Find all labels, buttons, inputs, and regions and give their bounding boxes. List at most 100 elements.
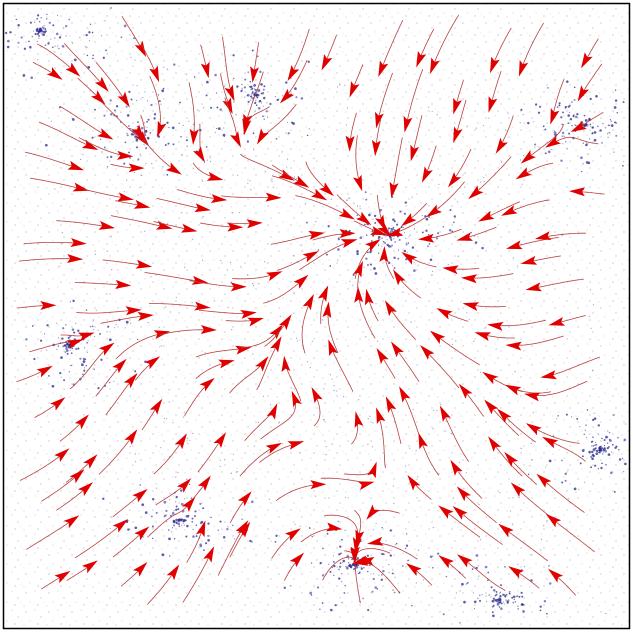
particle (252, 50, 254, 52)
particle (240, 266, 241, 267)
particle (224, 136, 225, 137)
particle (533, 121, 534, 122)
particle (574, 86, 576, 88)
particle (562, 136, 563, 137)
particle (396, 224, 398, 226)
particle (74, 59, 77, 62)
particle (158, 94, 159, 95)
particle (214, 300, 215, 301)
particle (585, 119, 586, 120)
particle (582, 455, 584, 457)
particle (68, 350, 69, 351)
particle (293, 255, 294, 256)
particle (453, 222, 455, 224)
particle (505, 599, 506, 600)
particle (294, 292, 295, 293)
particle (368, 418, 369, 419)
particle (337, 86, 338, 87)
particle (50, 39, 51, 40)
particle (347, 107, 348, 108)
particle (406, 242, 407, 243)
particle (357, 564, 359, 566)
particle (252, 91, 253, 92)
particle (146, 130, 147, 131)
particle (503, 601, 504, 602)
particle (587, 409, 589, 411)
particle (110, 528, 111, 529)
particle (538, 112, 540, 114)
particle (207, 539, 210, 542)
particle (116, 324, 117, 325)
particle (282, 151, 283, 152)
particle (57, 15, 58, 16)
particle (509, 593, 511, 595)
particle (343, 396, 344, 397)
particle (445, 421, 446, 422)
particle (286, 133, 287, 134)
particle (399, 239, 401, 241)
particle (353, 203, 354, 204)
particle (114, 109, 116, 111)
particle (70, 350, 71, 351)
particle (307, 135, 309, 137)
particle (411, 197, 412, 198)
particle (107, 166, 108, 167)
particle (547, 87, 549, 89)
particle (545, 152, 547, 154)
particle (341, 573, 342, 574)
particle (617, 437, 619, 439)
particle (257, 91, 258, 92)
particle (187, 438, 188, 439)
particle (205, 542, 207, 544)
particle (548, 565, 550, 567)
particle (443, 226, 444, 227)
particle (127, 528, 129, 530)
particle (210, 107, 212, 109)
particle (341, 539, 343, 541)
particle (416, 450, 417, 451)
particle (263, 89, 265, 91)
particle (366, 234, 368, 236)
particle (168, 529, 170, 531)
particle (177, 523, 180, 526)
particle (90, 335, 91, 336)
particle (426, 218, 429, 221)
particle (585, 119, 588, 122)
particle (184, 525, 185, 526)
particle (107, 326, 109, 328)
particle (413, 409, 414, 410)
particle (359, 236, 362, 239)
particle (102, 498, 104, 500)
particle (43, 28, 44, 29)
particle (200, 522, 202, 524)
particle (448, 264, 449, 265)
particle (402, 292, 403, 293)
particle (425, 230, 427, 232)
particle (395, 544, 396, 545)
particle (258, 283, 259, 284)
particle (95, 254, 96, 255)
particle (210, 161, 211, 162)
particle (36, 30, 38, 32)
particle (396, 543, 397, 544)
particle (170, 311, 171, 312)
particle (45, 29, 46, 30)
particle (218, 127, 221, 130)
particle (609, 132, 611, 134)
particle (220, 466, 221, 467)
particle (151, 515, 153, 517)
particle (342, 562, 343, 563)
particle (398, 258, 400, 260)
particle (306, 222, 308, 224)
particle (467, 582, 469, 584)
particle (348, 558, 349, 559)
particle (40, 340, 42, 342)
particle (507, 601, 510, 604)
particle (263, 396, 264, 397)
particle (608, 446, 610, 448)
particle (137, 121, 139, 123)
particle (356, 253, 358, 255)
particle (244, 86, 246, 88)
particle (546, 613, 548, 615)
particle (88, 340, 89, 341)
